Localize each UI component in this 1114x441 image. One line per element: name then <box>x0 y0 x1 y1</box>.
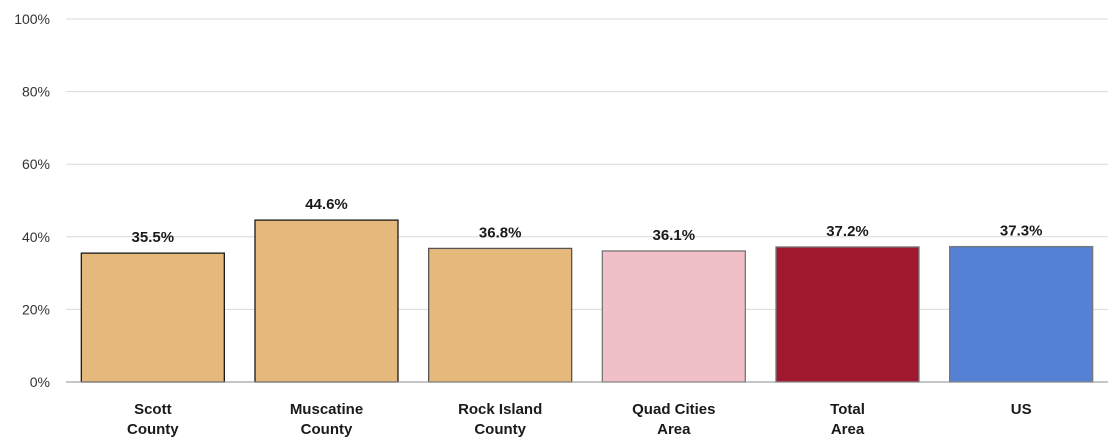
category-label: Scott County <box>127 401 179 438</box>
data-labels: 35.5% 44.6% 36.8% 36.1% 37.2% 37.3% <box>132 196 1043 246</box>
y-tick-label: 0% <box>30 374 50 390</box>
category-label-line: Muscatine <box>290 401 363 418</box>
category-label: Quad Cities Area <box>632 401 715 438</box>
data-label: 37.2% <box>826 223 869 240</box>
bar <box>80 252 225 383</box>
y-tick-label: 60% <box>22 156 50 172</box>
category-label-line: Area <box>657 421 691 438</box>
category-label-line: Rock Island <box>458 401 542 418</box>
data-label: 36.1% <box>653 227 696 244</box>
gridlines <box>66 18 1108 310</box>
y-tick-label: 40% <box>22 229 50 245</box>
bar <box>949 245 1094 383</box>
category-label-line: Quad Cities <box>632 401 715 418</box>
category-label: US <box>1011 401 1032 418</box>
category-label-line: Area <box>831 421 865 438</box>
y-tick-label: 100% <box>14 11 50 27</box>
y-axis-tick-labels: 0% 20% 40% 60% 80% 100% <box>14 11 50 390</box>
category-label: Rock Island County <box>458 401 542 438</box>
data-label: 35.5% <box>132 229 175 246</box>
category-label-line: County <box>301 421 353 438</box>
category-label-line: US <box>1011 401 1032 418</box>
category-label-line: County <box>474 421 526 438</box>
y-tick-label: 20% <box>22 301 50 317</box>
bars <box>80 219 1094 383</box>
category-label-line: Total <box>830 401 865 418</box>
category-label: Muscatine County <box>290 401 363 438</box>
bar <box>254 219 399 383</box>
category-label: Total Area <box>830 401 865 438</box>
bar <box>428 247 573 383</box>
category-label-line: County <box>127 421 179 438</box>
data-label: 37.3% <box>1000 223 1043 240</box>
data-label: 36.8% <box>479 224 522 241</box>
data-label: 44.6% <box>305 196 348 213</box>
bar <box>601 250 746 383</box>
x-axis-category-labels: Scott County Muscatine County Rock Island Cou… <box>127 401 1032 438</box>
y-tick-label: 80% <box>22 84 50 100</box>
category-label-line: Scott <box>134 401 172 418</box>
bar <box>775 246 920 383</box>
